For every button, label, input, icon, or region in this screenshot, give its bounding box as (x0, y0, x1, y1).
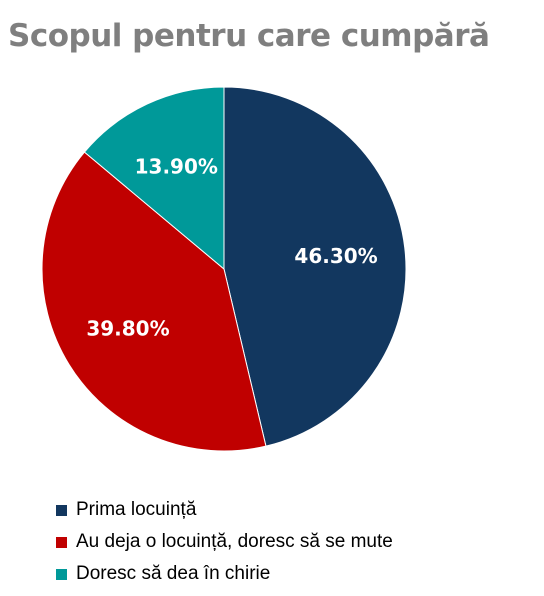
legend-label: Au deja o locuință, doresc să se mute (76, 531, 393, 552)
legend-swatch (56, 568, 67, 580)
pie-slice-au-deja-o-locuinta (41, 151, 267, 452)
legend-label: Prima locuință (76, 499, 197, 520)
legend-swatch (56, 536, 67, 548)
data-label-prima-locuinta: 46.30% (294, 244, 377, 268)
pie-slice-doresc-sa-dea-in-chirie (83, 86, 225, 271)
legend-swatch (56, 504, 67, 516)
legend-item-doresc-sa-dea-in-chirie: Doresc să dea în chirie (56, 558, 393, 590)
legend-item-au-deja-o-locuinta: Au deja o locuință, doresc să se mute (56, 526, 393, 558)
data-label-doresc-sa-dea-in-chirie: 13.90% (135, 155, 218, 179)
pie-slice-prima-locuinta (223, 86, 407, 447)
data-label-au-deja-o-locuinta: 39.80% (86, 316, 169, 340)
legend-item-prima-locuinta: Prima locuință (56, 494, 393, 526)
legend-label: Doresc să dea în chirie (76, 563, 271, 584)
legend: Prima locuință Au deja o locuință, dores… (56, 494, 393, 590)
chart-title: Scopul pentru care cumpără (8, 18, 490, 54)
pie-chart: 46.30% 39.80% 13.90% (41, 86, 407, 452)
